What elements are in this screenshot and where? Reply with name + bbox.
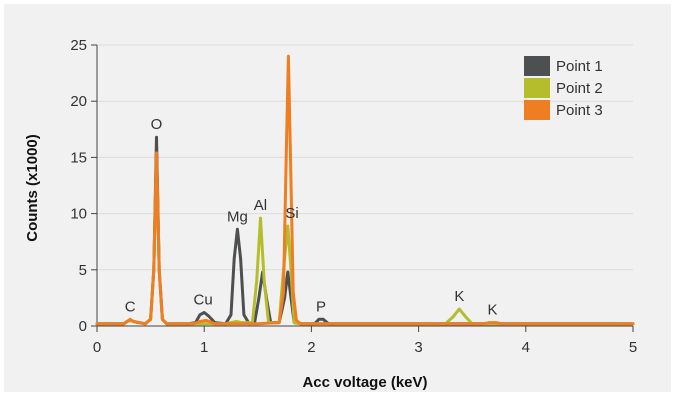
peak-label-si-5: Si <box>285 205 298 222</box>
series-line-point-1 <box>95 135 635 326</box>
legend-label-point-1: Point 1 <box>556 58 603 75</box>
legend-label-point-2: Point 2 <box>556 80 603 97</box>
axes: 0 5 10 15 20 25 0 1 2 3 4 5 <box>70 37 637 356</box>
peak-label-p-6: P <box>316 298 326 315</box>
x-tick-label-3: 3 <box>414 339 422 356</box>
grid-lines <box>97 44 633 271</box>
series-lines <box>95 54 635 326</box>
y-tick-label-5: 5 <box>79 262 87 279</box>
legend-label-point-3: Point 3 <box>556 102 603 119</box>
y-tick-label-10: 10 <box>70 206 87 223</box>
x-tick-label-2: 2 <box>307 339 315 356</box>
legend-swatch-point-1 <box>524 56 550 76</box>
peak-label-o-1: O <box>151 116 163 133</box>
peak-label-mg-3: Mg <box>227 208 248 225</box>
x-axis-title: Acc voltage (keV) <box>302 374 427 391</box>
series-line-point-2 <box>95 155 635 326</box>
chart-panel: 0 5 10 15 20 25 0 1 2 3 4 5 C O Cu Mg Al Si P K K Point 1 Po… <box>4 4 671 392</box>
peak-labels: C O Cu Mg Al Si P K K <box>125 116 498 318</box>
y-tick-label-20: 20 <box>70 93 87 110</box>
x-tick-label-1: 1 <box>200 339 208 356</box>
peak-label-c-0: C <box>125 298 136 315</box>
y-tick-label-15: 15 <box>70 149 87 166</box>
y-tick-label-0: 0 <box>79 318 87 335</box>
y-axis-title: Counts (x1000) <box>24 134 41 242</box>
x-tick-label-5: 5 <box>629 339 637 356</box>
x-tick-label-4: 4 <box>522 339 530 356</box>
legend: Point 1 Point 2 Point 3 <box>524 56 603 120</box>
peak-label-k-7: K <box>454 288 464 305</box>
legend-swatch-point-3 <box>524 100 550 120</box>
peak-label-cu-2: Cu <box>194 292 213 309</box>
y-tick-label-25: 25 <box>70 37 87 54</box>
peak-label-k-8: K <box>488 302 498 319</box>
series-line-point-3 <box>95 54 635 326</box>
x-tick-label-0: 0 <box>93 339 101 356</box>
peak-label-al-4: Al <box>254 197 267 214</box>
legend-swatch-point-2 <box>524 78 550 98</box>
